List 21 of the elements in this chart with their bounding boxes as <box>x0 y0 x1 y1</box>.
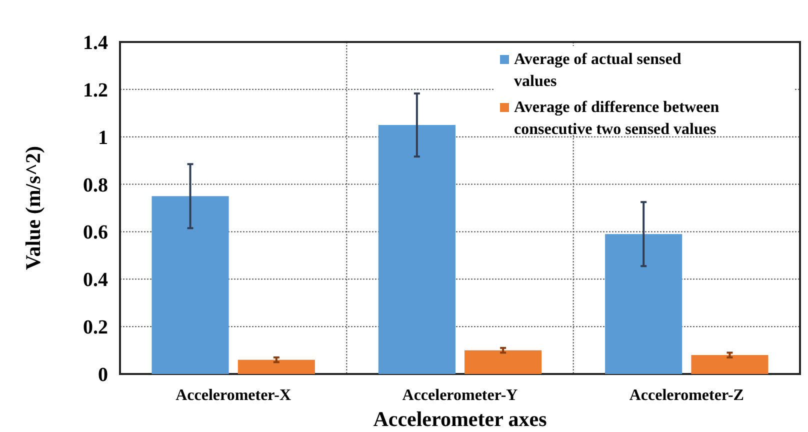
y-tick-label: 0.6 <box>83 222 108 244</box>
bar <box>238 360 315 374</box>
legend-label: Average of difference between consecutive two sensed values <box>514 99 720 138</box>
x-tick-label: Accelerometer-Z <box>629 387 744 404</box>
y-tick-label: 1.4 <box>83 32 108 54</box>
y-tick-label: 0.8 <box>83 174 108 196</box>
y-tick-label: 0.4 <box>83 269 108 292</box>
y-tick-label: 1.2 <box>83 79 108 102</box>
x-axis-title: Accelerometer axes <box>373 407 547 431</box>
y-axis-title: Value (m/s^2) <box>21 146 45 270</box>
y-tick-label: 0.2 <box>83 316 108 339</box>
bar <box>691 355 768 374</box>
x-tick-label: Accelerometer-X <box>176 387 292 404</box>
x-tick-label: Accelerometer-Y <box>402 387 518 404</box>
legend-label: Average of actual sensed values <box>514 51 682 90</box>
y-tick-label: 1 <box>98 126 108 149</box>
bar <box>152 196 229 374</box>
bar <box>464 350 542 374</box>
y-tick-label: 0 <box>98 364 108 386</box>
bar <box>378 125 456 374</box>
bar <box>605 234 682 374</box>
